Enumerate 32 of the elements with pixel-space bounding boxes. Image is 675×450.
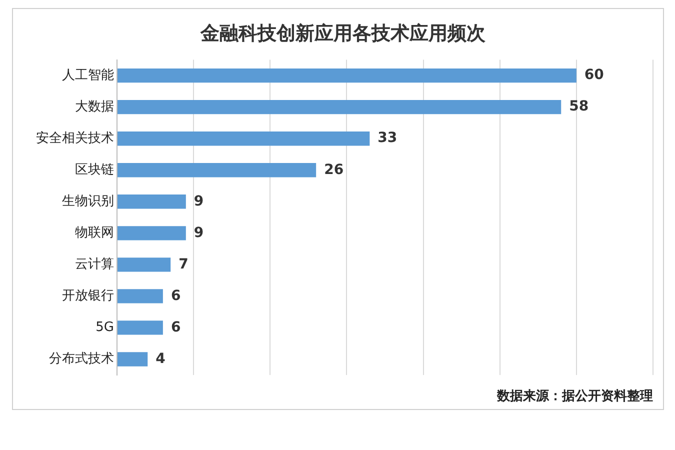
source-note: 数据来源：据公开资料整理 bbox=[496, 388, 653, 404]
bar bbox=[118, 289, 163, 304]
y-tick-label: 大数据 bbox=[75, 99, 114, 114]
y-tick-label: 云计算 bbox=[75, 257, 114, 272]
y-tick-label: 生物识别 bbox=[62, 194, 114, 210]
y-tick-label: 区块链 bbox=[75, 162, 114, 178]
y-tick-label: 物联网 bbox=[75, 226, 114, 241]
y-tick-label: 安全相关技术 bbox=[36, 130, 114, 146]
y-tick-label: 人工智能 bbox=[62, 68, 114, 83]
bar bbox=[118, 352, 148, 366]
bar bbox=[118, 100, 562, 114]
data-label: 9 bbox=[194, 193, 204, 210]
data-label: 60 bbox=[584, 67, 604, 84]
bar bbox=[118, 258, 171, 272]
bar bbox=[118, 194, 186, 209]
chart-title: 金融科技创新应用各技术应用频次 bbox=[200, 22, 486, 44]
data-label: 9 bbox=[194, 224, 204, 241]
bar bbox=[118, 132, 370, 146]
data-label: 26 bbox=[324, 162, 344, 178]
data-label: 7 bbox=[178, 256, 188, 272]
y-tick-label: 5G bbox=[96, 320, 114, 336]
bar bbox=[118, 68, 576, 83]
data-label: 4 bbox=[156, 350, 166, 367]
y-tick-label: 分布式技术 bbox=[49, 352, 114, 367]
data-label: 6 bbox=[170, 288, 181, 304]
bar bbox=[118, 320, 163, 335]
bar bbox=[118, 226, 186, 240]
data-label: 6 bbox=[170, 319, 181, 336]
bar bbox=[118, 163, 316, 178]
data-label: 58 bbox=[569, 98, 589, 115]
y-tick-label: 开放银行 bbox=[62, 288, 114, 304]
data-label: 33 bbox=[378, 130, 398, 146]
